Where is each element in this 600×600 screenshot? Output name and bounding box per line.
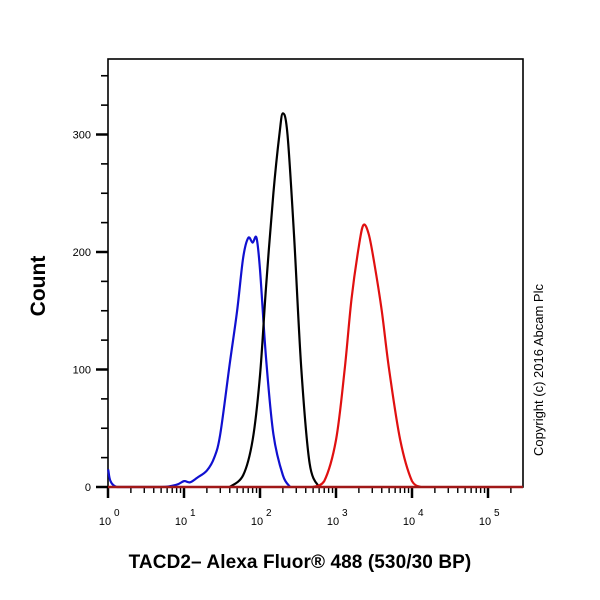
series-red-curve	[312, 223, 422, 489]
series-blue-curve	[106, 235, 292, 489]
x-axis-label: TACD2– Alexa Fluor® 488 (530/30 BP)	[128, 552, 472, 573]
x-tick-exponent: 2	[266, 508, 272, 519]
x-tick-exponent: 0	[114, 508, 120, 519]
x-tick-label: 10	[251, 516, 263, 528]
x-tick-label: 10	[175, 516, 187, 528]
y-tick-label: 300	[73, 130, 91, 142]
x-tick-exponent: 3	[342, 508, 348, 519]
histogram-series	[106, 112, 422, 489]
y-tick-label: 200	[73, 247, 91, 259]
x-tick-label: 10	[327, 516, 339, 528]
x-tick-label: 10	[99, 516, 111, 528]
copyright-notice: Copyright (c) 2016 Abcam Plc	[531, 284, 546, 456]
x-tick-exponent: 1	[190, 508, 196, 519]
y-axis-label: Count	[27, 255, 50, 317]
x-tick-label: 10	[403, 516, 415, 528]
y-tick-label: 0	[85, 482, 91, 494]
x-tick-exponent: 4	[418, 508, 424, 519]
y-tick-label: 100	[73, 365, 91, 377]
plot-frame	[107, 58, 524, 488]
x-tick-label: 10	[479, 516, 491, 528]
x-tick-exponent: 5	[494, 508, 500, 519]
series-black-curve	[229, 112, 321, 488]
y-axis-ticks: 0 100 200 300	[73, 74, 108, 494]
